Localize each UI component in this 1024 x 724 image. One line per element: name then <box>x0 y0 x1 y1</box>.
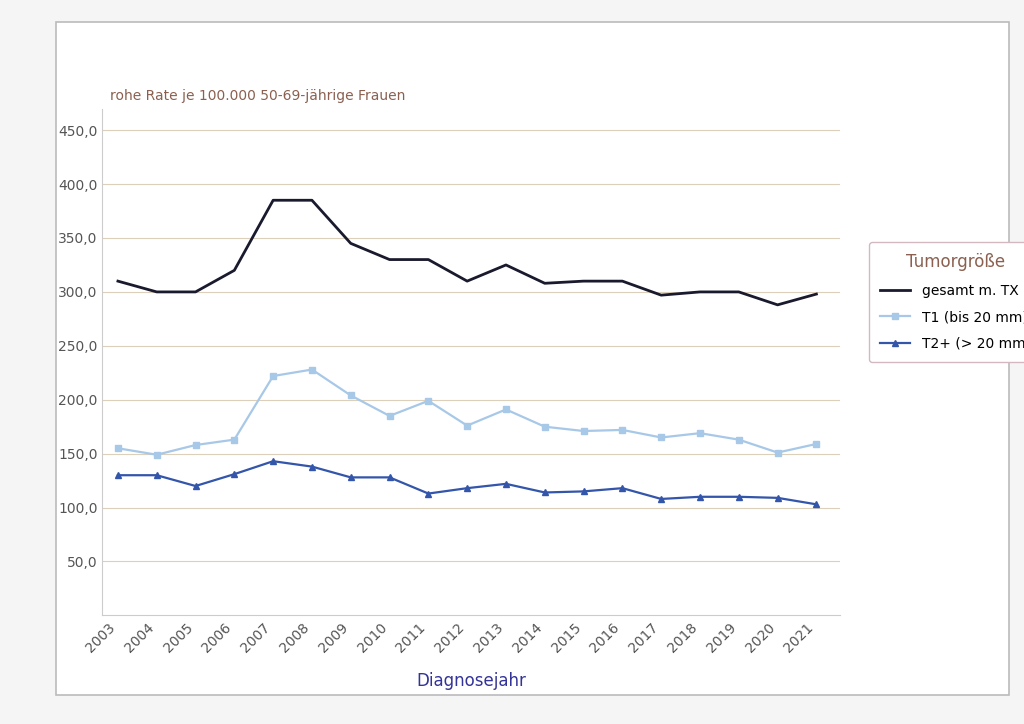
Text: rohe Rate je 100.000 50-69-jährige Frauen: rohe Rate je 100.000 50-69-jährige Fraue… <box>110 88 406 103</box>
X-axis label: Diagnosejahr: Diagnosejahr <box>416 672 526 690</box>
Legend: gesamt m. TX, T1 (bis 20 mm), T2+ (> 20 mm): gesamt m. TX, T1 (bis 20 mm), T2+ (> 20 … <box>868 243 1024 362</box>
